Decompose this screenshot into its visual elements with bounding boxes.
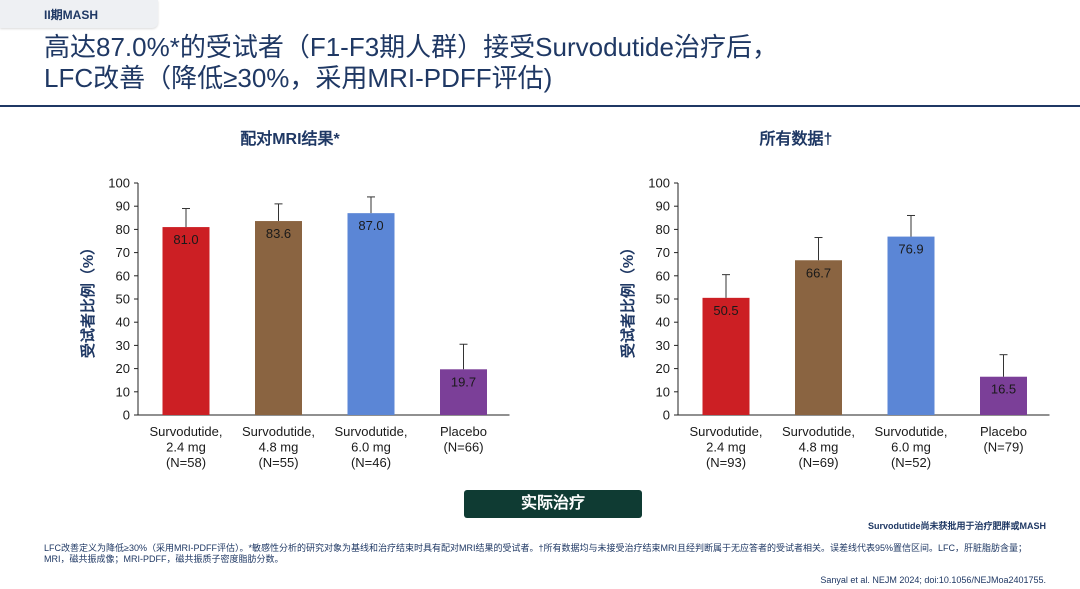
category-label: (N=69) (798, 455, 838, 470)
category-label: Survodutide, (150, 424, 223, 439)
section-tag: II期MASH (0, 0, 158, 28)
value-label: 76.9 (898, 242, 923, 257)
y-tick-label: 90 (116, 199, 130, 214)
bar-2 (887, 236, 935, 415)
y-tick-label: 20 (116, 361, 130, 376)
y-tick-label: 10 (656, 384, 670, 399)
category-label: (N=66) (443, 440, 483, 455)
y-tick-label: 100 (108, 176, 130, 191)
bar-2 (347, 213, 395, 415)
y-tick-label: 0 (663, 408, 670, 423)
category-label: Survodutide, (335, 424, 408, 439)
bar-3 (980, 376, 1027, 415)
y-tick-label: 70 (116, 245, 130, 260)
bar-1 (795, 260, 842, 415)
y-tick-label: 10 (116, 384, 130, 399)
section-tag-label: II期MASH (44, 8, 99, 22)
category-label: 4.8 mg (259, 440, 299, 455)
category-label: Survodutide, (875, 424, 948, 439)
y-tick-label: 80 (656, 222, 670, 237)
footnote: LFC改善定义为降低≥30%（采用MRI-PDFF评估）。*敏感性分析的研究对象… (44, 543, 1027, 564)
category-label: 4.8 mg (799, 440, 839, 455)
y-tick-label: 100 (648, 176, 670, 191)
category-label: 2.4 mg (706, 440, 746, 455)
chart-all-data: 0 10 20 30 40 50 60 70 80 90 100 受试者比例（%） 50.5 Survod… (619, 176, 1050, 470)
category-label: (N=93) (706, 455, 746, 470)
y-tick-label: 40 (116, 315, 130, 330)
real-world-treatment-button[interactable]: 实际治疗 (464, 490, 642, 518)
y-tick-label: 50 (116, 292, 130, 307)
title-line-1: 高达87.0%*的受试者（F1-F3期人群）接受Survodutide治疗后， (44, 32, 778, 62)
y-tick-label: 50 (656, 292, 670, 307)
category-label: 2.4 mg (166, 440, 206, 455)
chart-title-paired: 配对MRI结果* (240, 131, 340, 148)
y-tick-label: 40 (656, 315, 670, 330)
chart-title-all: 所有数据† (759, 131, 833, 148)
y-tick-label: 0 (123, 408, 130, 423)
category-label: 6.0 mg (891, 440, 931, 455)
page-title: 高达87.0%*的受试者（F1-F3期人群）接受Survodutide治疗后， … (44, 32, 1044, 94)
category-label: (N=46) (351, 455, 391, 470)
category-label: (N=55) (258, 455, 298, 470)
bar-0 (702, 297, 750, 415)
category-label: Placebo (440, 424, 487, 439)
value-label: 87.0 (358, 218, 383, 233)
category-label: 6.0 mg (351, 440, 391, 455)
value-label: 83.6 (266, 226, 291, 241)
chart-paired-mri: 0 10 20 30 40 50 60 70 80 90 100 受试者比例（%） 81.0 Survod… (79, 176, 510, 470)
category-label: Survodutide, (782, 424, 855, 439)
category-label: (N=52) (891, 455, 931, 470)
y-tick-label: 90 (656, 199, 670, 214)
category-label: Survodutide, (690, 424, 763, 439)
y-tick-label: 30 (656, 338, 670, 353)
value-label: 66.7 (806, 265, 831, 280)
category-label: Survodutide, (242, 424, 315, 439)
citation: Sanyal et al. NEJM 2024; doi:10.1056/NEJ… (820, 575, 1046, 585)
y-tick-label: 60 (656, 268, 670, 283)
bar-0 (162, 227, 210, 415)
value-label: 81.0 (173, 232, 198, 247)
value-label: 16.5 (991, 382, 1016, 397)
category-label: (N=79) (983, 440, 1023, 455)
y-tick-label: 70 (656, 245, 670, 260)
y-tick-label: 60 (116, 268, 130, 283)
value-label: 19.7 (451, 374, 476, 389)
category-label: (N=58) (166, 455, 206, 470)
title-divider (0, 105, 1080, 107)
y-tick-label: 30 (116, 338, 130, 353)
value-label: 50.5 (713, 303, 738, 318)
y-axis-label: 受试者比例（%） (619, 240, 637, 358)
y-tick-label: 20 (656, 361, 670, 376)
approval-notice: Survodutide尚未获批用于治疗肥胖或MASH (867, 521, 1046, 531)
bar-3 (440, 369, 487, 415)
bar-1 (255, 221, 302, 415)
y-axis-label: 受试者比例（%） (79, 240, 97, 358)
title-line-2: LFC改善（降低≥30%，采用MRI-PDFF评估) (44, 63, 553, 93)
category-label: Placebo (980, 424, 1027, 439)
y-tick-label: 80 (116, 222, 130, 237)
